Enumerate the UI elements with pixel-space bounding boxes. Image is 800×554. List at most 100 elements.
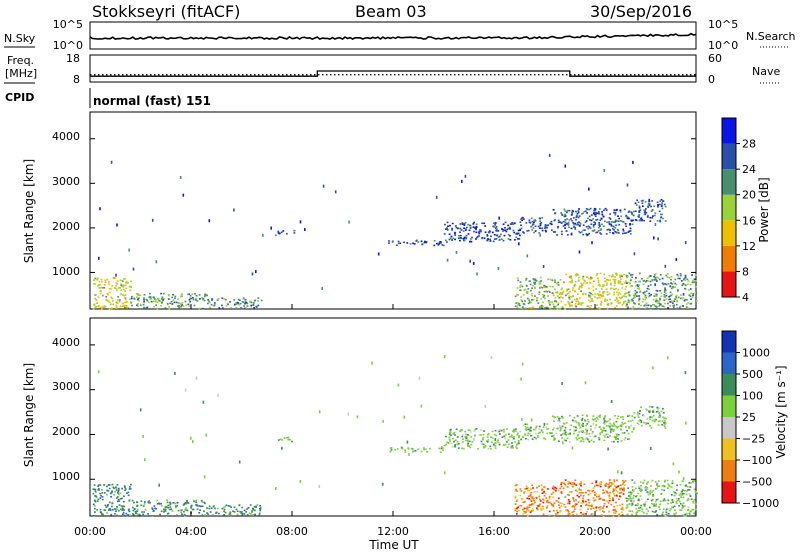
- scatter-cell: [601, 431, 604, 434]
- scatter-cell: [438, 447, 441, 450]
- scatter-cell: [600, 300, 603, 303]
- scatter-speck: [275, 487, 277, 490]
- scatter-cell: [610, 225, 613, 227]
- scatter-cell: [630, 424, 633, 427]
- scatter-cell: [291, 440, 293, 443]
- scatter-cell: [538, 495, 541, 498]
- scatter-cell: [641, 510, 644, 513]
- scatter-cell: [692, 279, 694, 282]
- scatter-cell: [591, 300, 593, 302]
- scatter-cell: [663, 203, 666, 206]
- scatter-cell: [595, 420, 598, 422]
- scatter-cell: [162, 299, 164, 301]
- scatter-cell: [657, 407, 659, 410]
- scatter-cell: [423, 447, 425, 449]
- scatter-cell: [460, 229, 463, 231]
- scatter-cell: [224, 505, 227, 508]
- scatter-cell: [143, 297, 145, 299]
- scatter-cell: [673, 513, 676, 515]
- scatter-cell: [638, 280, 640, 283]
- scatter-cell: [654, 276, 657, 279]
- scatter-cell: [507, 227, 510, 230]
- scatter-cell: [584, 500, 587, 503]
- scatter-cell: [424, 448, 427, 451]
- scatter-cell: [517, 304, 519, 306]
- scatter-cell: [96, 277, 99, 280]
- scatter-cell: [452, 433, 455, 435]
- scatter-cell: [518, 303, 520, 305]
- scatter-speck: [190, 436, 192, 440]
- scatter-cell: [569, 432, 571, 435]
- scatter-cell: [614, 212, 617, 214]
- scatter-cell: [621, 489, 624, 491]
- scatter-cell: [277, 230, 280, 233]
- scatter-cell: [542, 301, 544, 304]
- scatter-cell: [599, 485, 602, 488]
- scatter-cell: [568, 209, 571, 212]
- scatter-speck: [584, 381, 587, 385]
- scatter-cell: [571, 209, 574, 212]
- scatter-cell: [617, 282, 620, 285]
- scatter-cell: [467, 233, 470, 235]
- scatter-cell: [558, 504, 560, 506]
- scatter-cell: [524, 307, 527, 309]
- scatter-cell: [606, 229, 609, 231]
- scatter-cell: [532, 278, 535, 280]
- scatter-cell: [615, 296, 618, 299]
- scatter-cell: [247, 507, 250, 509]
- scatter-cell: [538, 291, 541, 293]
- scatter-cell: [167, 507, 170, 509]
- scatter-cell: [546, 291, 549, 293]
- scatter-cell: [535, 497, 538, 499]
- scatter-cell: [615, 438, 617, 441]
- scatter-cell: [602, 434, 605, 437]
- scatter-cell: [588, 277, 590, 280]
- scatter-cell: [201, 501, 204, 503]
- scatter-cell: [644, 303, 646, 306]
- scatter-cell: [524, 428, 527, 430]
- scatter-cell: [620, 416, 622, 418]
- scatter-cell: [618, 292, 620, 294]
- scatter-cell: [447, 225, 449, 227]
- scatter-cell: [608, 426, 611, 428]
- scatter-cell: [581, 431, 584, 433]
- scatter-cell: [623, 489, 625, 492]
- scatter-cell: [254, 513, 256, 516]
- scatter-cell: [679, 509, 681, 511]
- scatter-cell: [227, 303, 229, 306]
- scatter-cell: [621, 513, 624, 516]
- scatter-cell: [504, 437, 507, 440]
- scatter-cell: [480, 429, 483, 431]
- scatter-cell: [664, 287, 666, 289]
- scatter-cell: [629, 224, 631, 226]
- scatter-cell: [643, 505, 646, 507]
- colorbar-tick-label: −500: [742, 476, 772, 489]
- scatter-cell: [495, 230, 498, 232]
- scatter-cell: [122, 509, 124, 511]
- scatter-cell: [664, 205, 667, 208]
- scatter-cell: [459, 430, 462, 433]
- scatter-cell: [564, 307, 566, 310]
- scatter-cell: [624, 300, 627, 303]
- scatter-cell: [612, 422, 615, 425]
- scatter-cell: [123, 495, 125, 497]
- scatter-cell: [483, 446, 485, 449]
- scatter-cell: [212, 505, 215, 508]
- scatter-cell: [189, 295, 192, 297]
- scatter-cell: [571, 511, 574, 514]
- scatter-cell: [505, 230, 508, 233]
- scatter-cell: [622, 228, 625, 231]
- power-panel-frame: [89, 111, 697, 310]
- scatter-cell: [515, 445, 517, 448]
- scatter-cell: [643, 512, 645, 514]
- scatter-cell: [682, 492, 684, 495]
- scatter-speck: [497, 267, 500, 271]
- scatter-cell: [617, 229, 620, 232]
- scatter-cell: [106, 292, 109, 295]
- scatter-speck: [155, 260, 158, 264]
- scatter-cell: [582, 440, 585, 443]
- scatter-cell: [517, 232, 520, 235]
- scatter-cell: [670, 287, 673, 290]
- scatter-cell: [647, 510, 650, 512]
- scatter-cell: [603, 427, 605, 429]
